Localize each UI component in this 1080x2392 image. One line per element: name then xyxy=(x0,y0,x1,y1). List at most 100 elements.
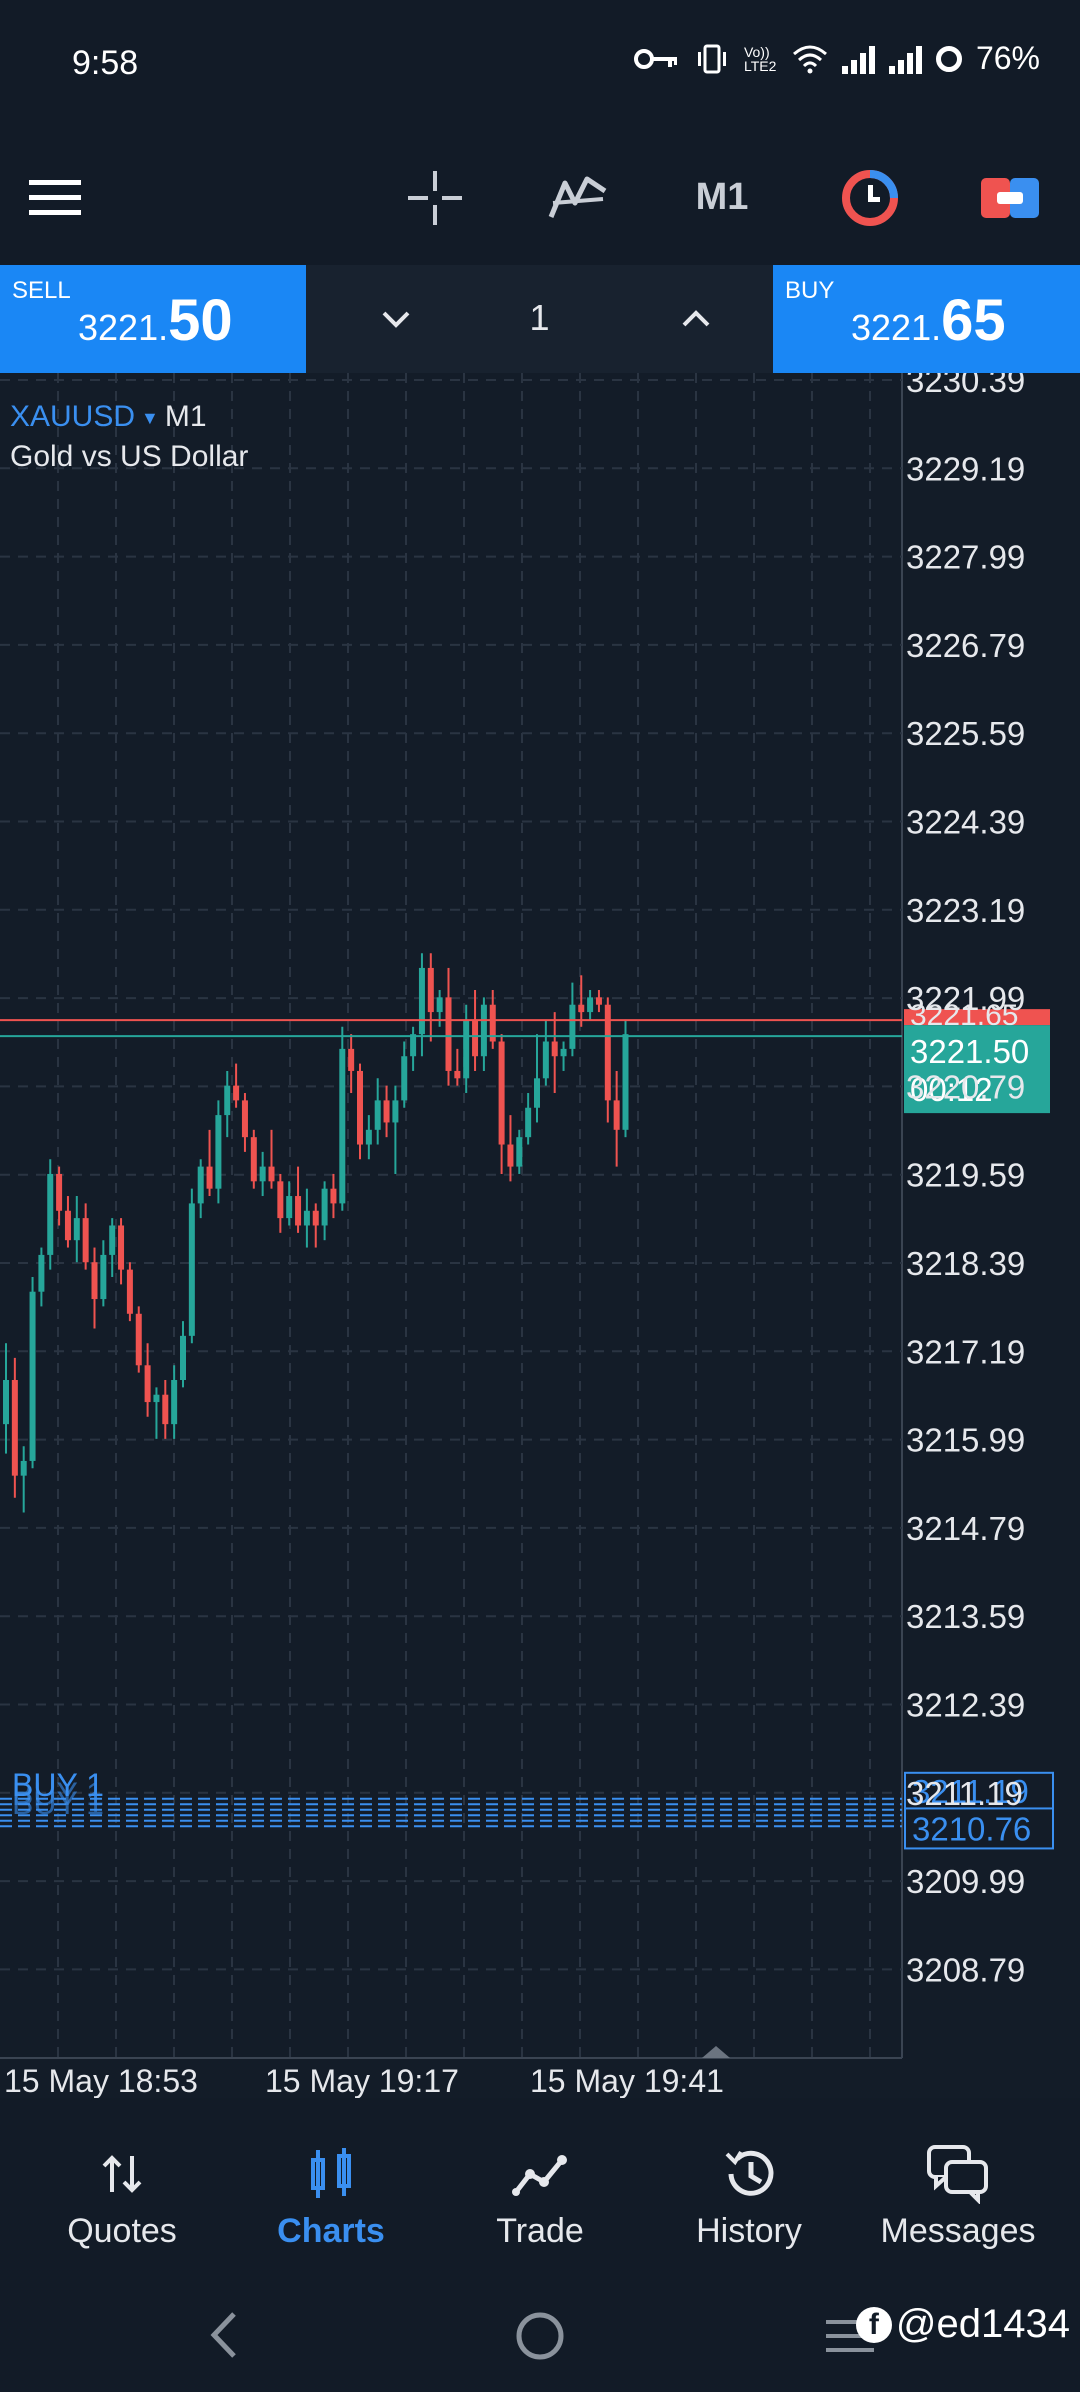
candle xyxy=(197,1159,204,1219)
candle xyxy=(64,1196,71,1248)
price-tick-label: 3224.39 xyxy=(906,804,1025,841)
clock-icon xyxy=(842,169,898,226)
lot-selector: 1 xyxy=(306,265,773,373)
tab-trade[interactable]: Trade xyxy=(432,2098,648,2278)
tab-charts[interactable]: Charts xyxy=(223,2098,439,2278)
candle-body xyxy=(383,1100,390,1123)
decrease-lot-button[interactable] xyxy=(356,265,436,373)
recents-icon[interactable] xyxy=(826,2318,874,2354)
price-tick-label: 3217.19 xyxy=(906,1333,1025,1370)
chevron-down-icon xyxy=(382,311,410,328)
candle-body xyxy=(410,1034,417,1057)
candle xyxy=(91,1247,98,1329)
lot-value[interactable]: 1 xyxy=(529,297,550,338)
system-navigation xyxy=(0,2278,1080,2392)
candle-body xyxy=(268,1166,275,1182)
candle xyxy=(286,1181,293,1226)
candle-body xyxy=(454,1070,461,1079)
timeframe-label: M1 xyxy=(695,176,749,218)
price-tick-label: 3220.79 xyxy=(906,1068,1025,1105)
candle xyxy=(118,1218,125,1285)
candle-body xyxy=(365,1129,372,1145)
candle-body xyxy=(171,1379,178,1425)
time-tick-label: 15 May 18:53 xyxy=(4,2063,198,2098)
candle xyxy=(241,1093,248,1152)
candle xyxy=(410,1026,417,1071)
increase-lot-button[interactable] xyxy=(656,265,736,373)
candle xyxy=(436,990,443,1027)
candle xyxy=(29,1276,36,1469)
chart-toolbar: M1 xyxy=(0,130,1080,265)
candle-body xyxy=(534,1078,540,1108)
candle xyxy=(100,1240,107,1307)
tab-messages[interactable]: Messages xyxy=(850,2098,1066,2278)
candle-body xyxy=(392,1100,399,1123)
candle xyxy=(427,953,434,1042)
candle xyxy=(259,1151,266,1197)
candle-body xyxy=(418,967,425,1035)
candle xyxy=(534,1034,540,1123)
trade-panel-button[interactable] xyxy=(960,130,1060,265)
candle-body xyxy=(445,997,452,1071)
bar-countdown: 00:12 xyxy=(910,1071,993,1108)
candle-body xyxy=(374,1100,381,1130)
candle xyxy=(595,990,602,1013)
dropdown-icon: ▼ xyxy=(141,407,159,428)
buy-price: 3221.65 xyxy=(851,288,1006,353)
tab-history[interactable]: History xyxy=(641,2098,857,2278)
price-tick-label: 3221.99 xyxy=(906,980,1025,1017)
sell-label: SELL xyxy=(12,277,71,304)
candle-body xyxy=(224,1085,231,1116)
candle xyxy=(374,1078,381,1145)
price-tick-label: 3229.19 xyxy=(906,450,1025,487)
messages-icon xyxy=(927,2145,988,2204)
candle xyxy=(454,1048,461,1086)
order-price-label-2: 3210.76 xyxy=(912,1810,1031,1847)
sell-button[interactable]: SELL 3221.50 xyxy=(0,265,306,373)
candle-body xyxy=(153,1394,160,1403)
indicators-button[interactable] xyxy=(530,130,625,265)
status-icons: Vo)) LTE2 76% xyxy=(633,40,1040,77)
candle-body xyxy=(56,1173,63,1211)
candle-body xyxy=(348,1048,355,1071)
candle xyxy=(312,1203,319,1248)
timeframe-button[interactable]: M1 xyxy=(672,130,772,265)
candle xyxy=(383,1085,390,1138)
trade-icon xyxy=(512,2155,567,2196)
candle-body xyxy=(73,1218,80,1241)
candle xyxy=(472,990,479,1071)
candle-body xyxy=(126,1269,133,1314)
candle-body xyxy=(321,1188,328,1226)
candle xyxy=(516,1129,523,1174)
tab-charts-label: Charts xyxy=(277,2212,385,2250)
candle-body xyxy=(312,1210,319,1226)
back-icon[interactable] xyxy=(206,2310,242,2360)
symbol-name: XAUUSD xyxy=(10,400,136,433)
one-click-button[interactable] xyxy=(820,130,920,265)
candle xyxy=(613,1070,620,1167)
candle xyxy=(144,1343,151,1417)
trade-toggle-icon xyxy=(981,177,1039,218)
crosshair-button[interactable] xyxy=(390,130,480,265)
candle xyxy=(162,1379,169,1439)
watermark: f @ed1434 xyxy=(855,2302,1070,2347)
price-tick-label: 3215.99 xyxy=(906,1422,1025,1459)
menu-button[interactable] xyxy=(0,130,110,265)
signal-icon xyxy=(841,44,875,74)
candle xyxy=(135,1306,142,1373)
candle-body xyxy=(188,1203,195,1336)
candle-body xyxy=(233,1085,240,1101)
symbol-title[interactable]: XAUUSD ▼ M1 xyxy=(10,400,207,434)
volte-label: Vo)) LTE2 xyxy=(743,43,777,74)
candle-body xyxy=(587,997,594,1013)
buy-button[interactable]: BUY 3221.65 xyxy=(773,265,1080,373)
candle-body xyxy=(516,1137,523,1167)
candle xyxy=(498,1034,505,1174)
candle xyxy=(38,1247,45,1307)
sell-price: 3221.50 xyxy=(78,288,233,353)
candle-body xyxy=(489,1004,496,1042)
home-icon[interactable] xyxy=(514,2310,566,2362)
tab-quotes[interactable]: Quotes xyxy=(14,2098,230,2278)
candle-body xyxy=(277,1181,284,1219)
